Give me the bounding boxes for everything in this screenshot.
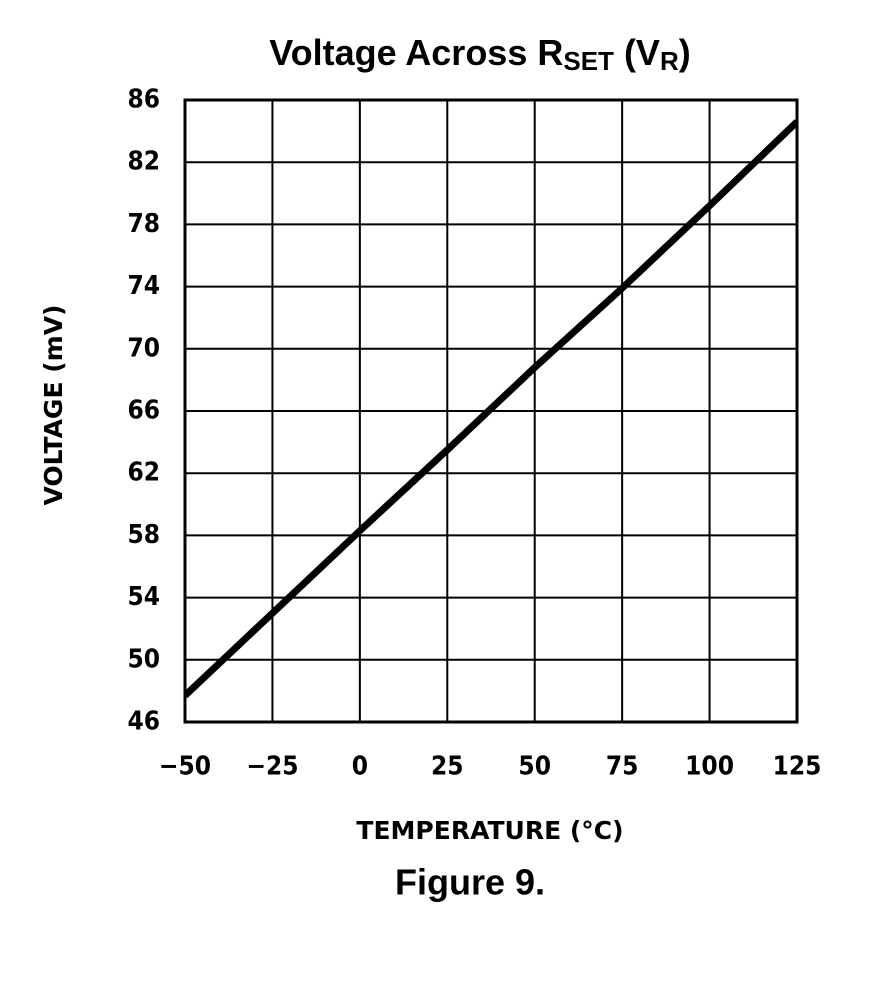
x-tick-label: 100 — [685, 752, 734, 782]
figure-caption: Figure 9. — [395, 862, 545, 903]
y-tick-label: 82 — [127, 147, 160, 177]
y-tick-label: 74 — [127, 271, 160, 301]
title-subscript: SET — [563, 46, 614, 76]
y-tick-label: 54 — [127, 582, 160, 612]
chart-title: Voltage Across RSET (VR) — [269, 32, 690, 76]
title-text: ) — [679, 32, 691, 73]
title-text: (V — [614, 32, 660, 73]
y-tick-label: 86 — [127, 85, 160, 115]
x-tick-label: −25 — [246, 752, 298, 782]
title-text: Voltage Across R — [269, 32, 563, 73]
y-tick-label: 78 — [127, 209, 160, 239]
y-tick-label: 50 — [127, 644, 160, 674]
x-tick-label: 25 — [431, 752, 464, 782]
x-axis-label: TEMPERATURE (°C) — [356, 816, 623, 845]
x-tick-label: 50 — [518, 752, 551, 782]
x-tick-label: 75 — [606, 752, 639, 782]
y-tick-label: 70 — [127, 333, 160, 363]
title-subscript: R — [660, 46, 679, 76]
y-tick-label: 66 — [127, 396, 160, 426]
x-tick-label: −50 — [159, 752, 211, 782]
y-tick-label: 58 — [127, 520, 160, 550]
plot-frame — [183, 98, 799, 724]
x-tick-label: 0 — [352, 752, 368, 782]
y-axis-label: VOLTAGE (mV) — [39, 305, 68, 506]
y-tick-label: 46 — [127, 707, 160, 737]
y-tick-label: 62 — [127, 458, 160, 488]
data-line — [185, 119, 797, 699]
x-tick-label: 125 — [773, 752, 822, 782]
